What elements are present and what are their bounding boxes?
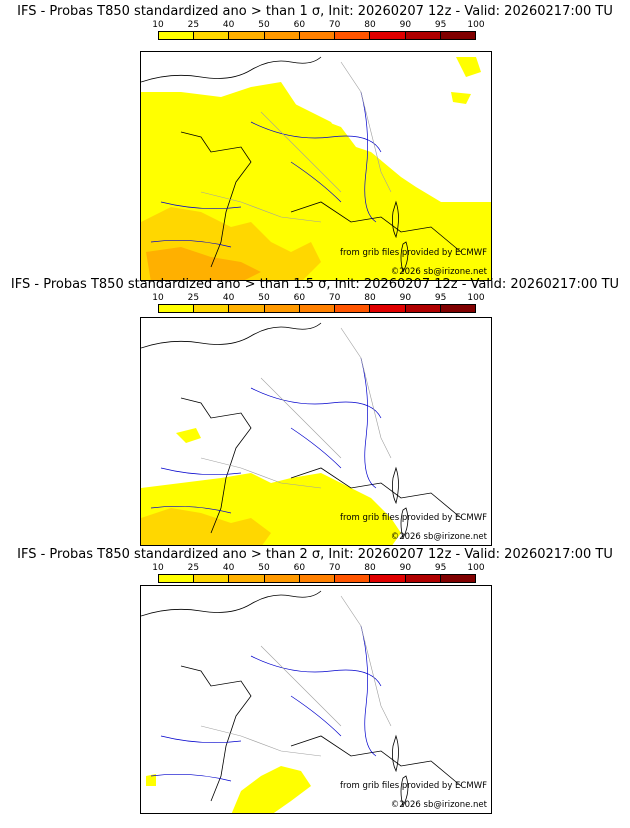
legend-swatch bbox=[159, 575, 195, 582]
coastlines bbox=[141, 590, 462, 808]
legend-swatch bbox=[335, 575, 371, 582]
legend-swatch bbox=[264, 32, 300, 39]
map-area: from grib files provided by ECMWF ©2026 … bbox=[140, 317, 492, 546]
map-svg bbox=[141, 56, 491, 280]
legend-tick-label: 80 bbox=[364, 293, 376, 303]
color-legend: 10 25 40 50 60 70 80 90 95 100 bbox=[152, 563, 485, 590]
map-panel-3: IFS - Probas T850 standardized ano > tha… bbox=[0, 547, 630, 817]
legend-swatch bbox=[229, 575, 265, 582]
data-source-credit: from grib files provided by ECMWF bbox=[340, 513, 487, 523]
data-source-credit: from grib files provided by ECMWF bbox=[340, 248, 487, 258]
legend-swatch bbox=[194, 575, 230, 582]
rivers bbox=[150, 625, 382, 782]
panel-title: IFS - Probas T850 standardized ano > tha… bbox=[10, 277, 620, 292]
legend-swatch bbox=[159, 305, 195, 312]
legend-tick-label: 70 bbox=[328, 563, 341, 573]
legend-swatch bbox=[299, 32, 336, 39]
copyright-credit: ©2026 sb@irizone.net bbox=[390, 532, 487, 542]
legend-tick-label: 100 bbox=[467, 293, 485, 303]
legend-tick-label: 40 bbox=[222, 563, 235, 573]
legend-tick-label: 100 bbox=[467, 20, 485, 30]
map-panel-2: IFS - Probas T850 standardized ano > tha… bbox=[0, 277, 630, 547]
legend-tick-label: 50 bbox=[258, 563, 270, 573]
copyright-credit: ©2026 sb@irizone.net bbox=[390, 267, 487, 277]
color-legend: 10 25 40 50 60 70 80 90 95 100 bbox=[152, 293, 485, 320]
legend-tick-label: 25 bbox=[187, 20, 200, 30]
legend-swatch bbox=[440, 305, 475, 312]
legend-tick-label: 70 bbox=[328, 20, 341, 30]
data-source-credit: from grib files provided by ECMWF bbox=[340, 781, 487, 791]
copyright-credit: ©2026 sb@irizone.net bbox=[390, 800, 487, 810]
legend-swatch bbox=[264, 305, 300, 312]
map-area: from grib files provided by ECMWF ©2026 … bbox=[140, 51, 492, 281]
legend-tick-label: 90 bbox=[399, 293, 412, 303]
legend-swatch bbox=[370, 575, 406, 582]
legend-tick-label: 25 bbox=[187, 563, 200, 573]
panel-title: IFS - Probas T850 standardized ano > tha… bbox=[17, 547, 613, 562]
legend-bar bbox=[158, 574, 476, 583]
legend-tick-label: 70 bbox=[328, 293, 341, 303]
legend-swatch bbox=[335, 32, 371, 39]
legend-tick-label: 40 bbox=[222, 20, 235, 30]
legend-swatch bbox=[229, 32, 265, 39]
borders bbox=[200, 595, 392, 757]
legend-labels: 10 25 40 50 60 70 80 90 95 100 bbox=[152, 20, 484, 31]
legend-labels: 10 25 40 50 60 70 80 90 95 100 bbox=[152, 293, 484, 304]
map-area: from grib files provided by ECMWF ©2026 … bbox=[140, 585, 492, 814]
legend-swatch bbox=[159, 32, 195, 39]
legend-tick-label: 95 bbox=[434, 563, 447, 573]
legend-bar bbox=[158, 304, 476, 313]
legend-tick-label: 80 bbox=[364, 20, 376, 30]
coastlines bbox=[141, 56, 462, 274]
map-svg bbox=[141, 590, 462, 813]
legend-bar bbox=[158, 31, 476, 40]
legend-swatch bbox=[299, 305, 336, 312]
legend-tick-label: 50 bbox=[258, 20, 270, 30]
legend-swatch bbox=[229, 305, 265, 312]
color-legend: 10 25 40 50 60 70 80 90 95 100 bbox=[152, 20, 485, 47]
legend-swatch bbox=[264, 575, 300, 582]
map-panel-1: IFS - Probas T850 standardized ano > tha… bbox=[0, 4, 630, 281]
legend-tick-label: 10 bbox=[152, 563, 164, 573]
legend-swatch bbox=[370, 32, 406, 39]
probability-field bbox=[141, 428, 401, 545]
probability-field bbox=[141, 57, 491, 280]
legend-swatch bbox=[405, 32, 441, 39]
borders bbox=[200, 327, 392, 489]
legend-tick-label: 90 bbox=[399, 20, 412, 30]
legend-tick-label: 60 bbox=[293, 20, 306, 30]
legend-swatch bbox=[299, 575, 336, 582]
rivers bbox=[150, 357, 382, 514]
legend-tick-label: 60 bbox=[293, 563, 306, 573]
legend-tick-label: 40 bbox=[222, 293, 235, 303]
panel-title: IFS - Probas T850 standardized ano > tha… bbox=[17, 4, 613, 19]
legend-swatch bbox=[405, 575, 441, 582]
legend-tick-label: 60 bbox=[293, 293, 306, 303]
legend-swatch bbox=[335, 305, 371, 312]
borders bbox=[200, 61, 392, 223]
rivers bbox=[150, 91, 382, 248]
legend-swatch bbox=[194, 32, 230, 39]
legend-tick-label: 95 bbox=[434, 293, 447, 303]
legend-swatch bbox=[370, 305, 406, 312]
legend-tick-label: 90 bbox=[399, 563, 412, 573]
legend-tick-label: 25 bbox=[187, 293, 200, 303]
legend-swatch bbox=[440, 575, 475, 582]
map-svg bbox=[141, 322, 462, 545]
legend-swatch bbox=[440, 32, 475, 39]
legend-tick-label: 95 bbox=[434, 20, 447, 30]
coastlines bbox=[141, 322, 462, 540]
legend-tick-label: 10 bbox=[152, 293, 164, 303]
legend-swatch bbox=[194, 305, 230, 312]
legend-tick-label: 10 bbox=[152, 20, 164, 30]
legend-tick-label: 80 bbox=[364, 563, 376, 573]
legend-swatch bbox=[405, 305, 441, 312]
legend-tick-label: 50 bbox=[258, 293, 270, 303]
legend-tick-label: 100 bbox=[467, 563, 485, 573]
legend-labels: 10 25 40 50 60 70 80 90 95 100 bbox=[152, 563, 484, 574]
probability-field bbox=[146, 766, 311, 813]
